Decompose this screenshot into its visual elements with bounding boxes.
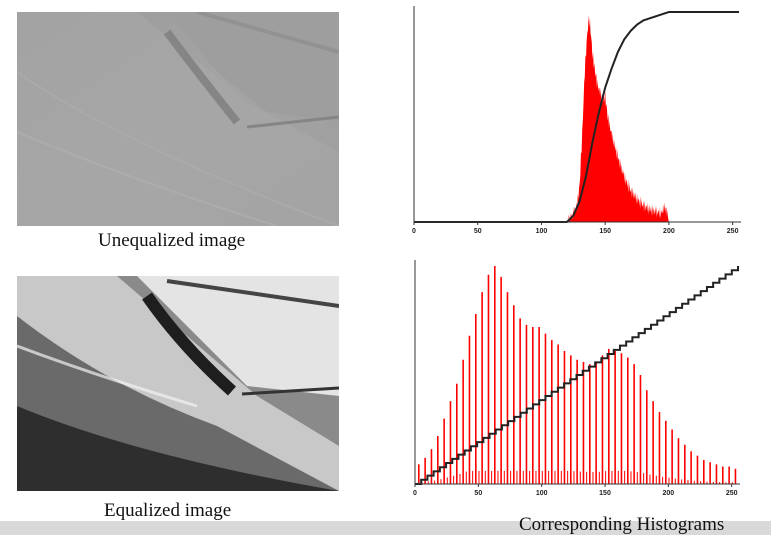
x-tick-label: 100 <box>536 490 548 497</box>
equalized-image <box>17 276 339 491</box>
histogram-unequalized-chart: 0 50 100 150 200 250 <box>412 6 741 235</box>
x-tick-label: 150 <box>599 490 611 497</box>
x-tick-label: 50 <box>474 490 482 497</box>
equalized-caption: Equalized image <box>104 500 232 521</box>
x-tick-label: 250 <box>726 490 738 497</box>
x-tick-label: 200 <box>663 228 675 235</box>
cdf-line <box>414 11 739 223</box>
x-tick-label: 50 <box>474 228 482 235</box>
histogram-area <box>566 14 669 222</box>
x-tick-label: 0 <box>412 228 416 235</box>
x-tick-label: 250 <box>727 228 739 235</box>
unequalized-image <box>17 12 339 226</box>
x-tick-label: 150 <box>599 228 611 235</box>
histogram-equalized-chart: 0 50 100 150 200 250 <box>413 260 740 497</box>
x-tick-label: 100 <box>536 228 548 235</box>
x-tick-label: 200 <box>662 490 674 497</box>
histograms-caption: Corresponding Histograms <box>519 514 725 535</box>
unequalized-caption: Unequalized image <box>98 230 246 251</box>
bottom-bar <box>0 521 771 535</box>
cdf-line <box>415 266 739 485</box>
x-tick-label: 0 <box>413 490 417 497</box>
